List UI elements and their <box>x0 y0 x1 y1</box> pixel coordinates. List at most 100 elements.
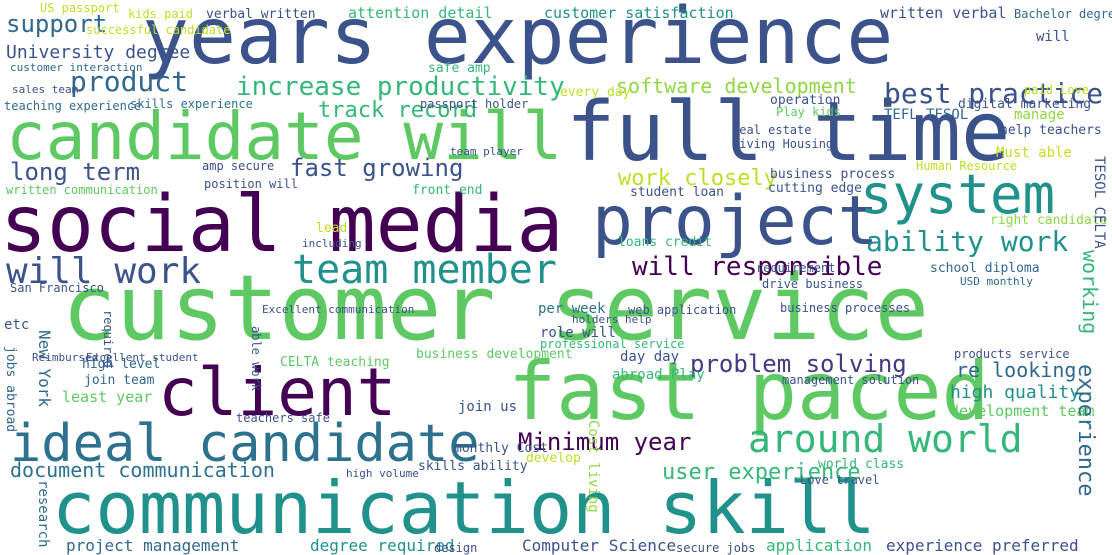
word: business process <box>770 167 896 182</box>
word: Reimbursed <box>32 351 99 364</box>
word: Minimum year <box>518 428 692 456</box>
word: front end <box>412 183 483 198</box>
word: digital marketing <box>958 97 1092 112</box>
word: paid Love <box>1024 83 1090 97</box>
word: web application <box>628 303 737 317</box>
word: develop <box>526 451 581 466</box>
word: candidate will <box>6 98 563 175</box>
word: user experience <box>662 460 861 485</box>
word: Computer Science <box>522 536 677 555</box>
word: re looking <box>956 358 1077 382</box>
word: New York <box>35 330 54 408</box>
word: experience <box>1073 364 1098 497</box>
word: written communication <box>6 183 158 197</box>
word: experience preferred <box>886 536 1079 555</box>
word: including <box>302 237 362 250</box>
word: school diploma <box>930 261 1040 276</box>
word: ability work <box>866 225 1069 258</box>
word: abroad Play <box>612 367 705 383</box>
word: least year <box>62 388 153 406</box>
word: application <box>766 536 872 555</box>
word: required <box>101 310 115 368</box>
word: monthly Cost <box>454 441 548 456</box>
word: years experience <box>142 0 894 82</box>
word: Play kids <box>776 105 842 119</box>
word: customer interaction <box>10 61 143 74</box>
word: professional service <box>540 337 685 351</box>
word: sales team <box>12 83 79 96</box>
word: successful candidate <box>86 23 231 37</box>
word: Excellent communication <box>262 303 415 316</box>
word: world class <box>818 457 905 472</box>
word: project <box>592 182 879 261</box>
word: drive business <box>762 277 864 291</box>
word: day day <box>620 349 680 365</box>
word: document communication <box>10 458 275 482</box>
word: long term <box>10 158 141 186</box>
word: attention detail <box>348 4 493 22</box>
word: etc <box>4 317 30 333</box>
word: teaching experience <box>4 99 142 113</box>
word: fast growing <box>290 154 464 182</box>
word: lead <box>316 221 348 236</box>
word: amp secure <box>202 159 275 173</box>
word: USD monthly <box>960 275 1033 288</box>
word: track record <box>318 98 477 123</box>
word: work closely <box>618 166 777 191</box>
word: verbal written <box>206 7 316 22</box>
word: secure jobs <box>676 541 756 555</box>
word: student loan <box>630 185 724 200</box>
word: project management <box>66 536 240 555</box>
word: help teachers <box>1000 123 1102 138</box>
word: development team <box>950 402 1095 420</box>
word: join us <box>458 399 518 415</box>
word: system <box>860 163 1056 226</box>
word: fast paced <box>508 345 990 438</box>
word: social media <box>0 180 564 270</box>
word: product <box>70 65 189 98</box>
word: design <box>434 541 478 555</box>
word: TESOL CELTA <box>1091 156 1107 249</box>
word: CELTA teaching <box>280 355 390 370</box>
word: will <box>1036 29 1070 45</box>
word: software development <box>616 74 857 98</box>
word: living Housing <box>732 137 834 151</box>
word: TEFL TESOL <box>884 107 969 123</box>
word: will work <box>6 251 202 292</box>
word: customer service <box>62 256 929 361</box>
word: Must able <box>996 145 1072 161</box>
word: San Francisco <box>10 281 104 295</box>
word: business development <box>416 347 573 362</box>
word: high quality <box>950 382 1081 403</box>
word: US passport <box>40 1 120 15</box>
word: Human Resource <box>916 159 1018 173</box>
word: best practice <box>884 77 1104 110</box>
word: business processes <box>780 301 911 315</box>
word: real estate <box>732 123 812 137</box>
word: research <box>35 480 51 548</box>
word: teachers safe <box>236 411 330 425</box>
word: right candidate <box>990 213 1108 228</box>
word: written verbal <box>880 4 1007 22</box>
word: degree required <box>310 536 455 555</box>
word: jobs abroad <box>3 346 18 433</box>
word: products service <box>954 347 1070 361</box>
word: communication skill <box>52 466 876 550</box>
word: around world <box>748 417 1023 461</box>
word: join team <box>84 373 155 388</box>
word: skills experience <box>130 97 253 111</box>
word: Excellent student <box>86 351 199 364</box>
word: team member <box>292 247 557 293</box>
word: ideal candidate <box>10 414 480 474</box>
word: client <box>158 354 397 431</box>
word: role will <box>540 325 616 341</box>
word: team player <box>450 145 523 158</box>
word: Love travel <box>800 473 880 487</box>
word: cutting edge <box>768 181 862 196</box>
word: full time <box>566 85 1011 180</box>
word: will responsible <box>632 252 883 282</box>
word: manage <box>1014 107 1065 123</box>
word: able work <box>249 326 263 392</box>
word: management solution <box>782 373 920 387</box>
word: working <box>1078 250 1102 335</box>
